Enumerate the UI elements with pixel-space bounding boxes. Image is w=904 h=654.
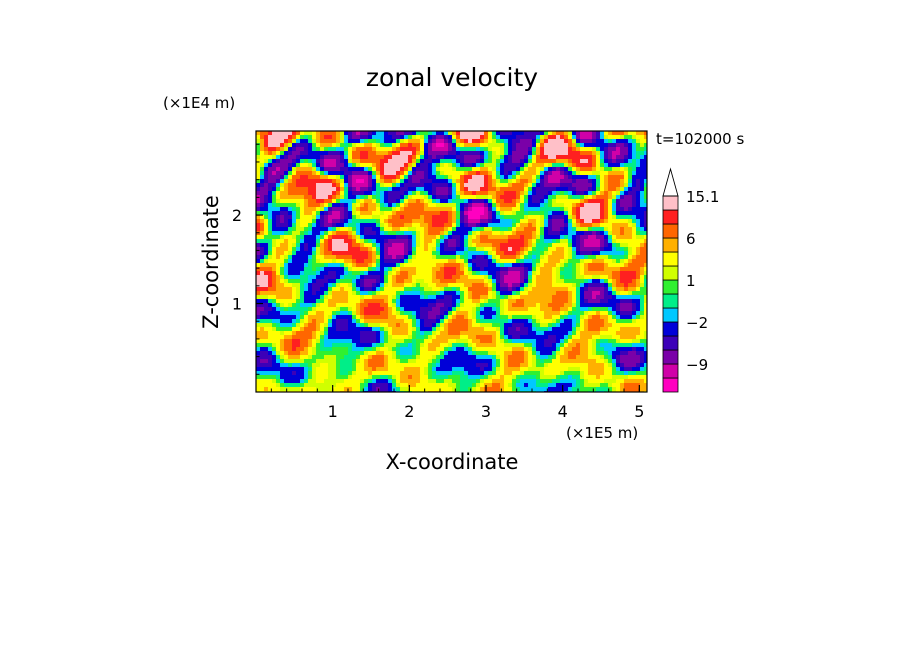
y-tick-label: 2 (232, 206, 242, 225)
colorbar-swatch (662, 293, 679, 309)
colorbar-label: 1 (686, 272, 696, 290)
colorbar-swatch (662, 279, 679, 295)
colorbar-swatch (662, 209, 679, 225)
colorbar-label: −9 (686, 356, 708, 374)
time-label: t=102000 s (656, 130, 744, 148)
colorbar-swatch (662, 335, 679, 351)
colorbar-swatch (662, 349, 679, 365)
contour-field (256, 131, 647, 392)
colorbar-label: 6 (686, 230, 696, 248)
x-tick-label: 5 (634, 402, 644, 421)
x-tick-label: 3 (481, 402, 491, 421)
colorbar-swatch (662, 195, 679, 211)
colorbar-swatch (662, 307, 679, 323)
plot-frame (255, 130, 648, 393)
x-tick-label: 2 (404, 402, 414, 421)
colorbar-swatch (662, 223, 679, 239)
y-tick-label: 1 (232, 295, 242, 314)
y-axis-label: Z-coordinate (199, 195, 223, 329)
x-axis-label: X-coordinate (386, 450, 519, 474)
y-unit-label: (×1E4 m) (163, 94, 235, 112)
colorbar-swatch (662, 377, 679, 393)
colorbar-label: −2 (686, 314, 708, 332)
colorbar-swatch (662, 321, 679, 337)
colorbar: 15.1 6 1 −2 −9 (662, 167, 719, 393)
colorbar-extend-arrow (662, 167, 679, 197)
colorbar-swatch (662, 237, 679, 253)
colorbar-swatch (662, 363, 679, 379)
chart-title: zonal velocity (366, 63, 538, 92)
y-axis: 12 (232, 143, 263, 375)
x-unit-label: (×1E5 m) (566, 424, 638, 442)
colorbar-label: 15.1 (686, 188, 719, 206)
x-tick-label: 4 (558, 402, 568, 421)
colorbar-swatch (662, 265, 679, 281)
x-tick-label: 1 (328, 402, 338, 421)
x-axis: 1 2 3 4 5 (270, 385, 644, 421)
colorbar-swatch (662, 251, 679, 267)
